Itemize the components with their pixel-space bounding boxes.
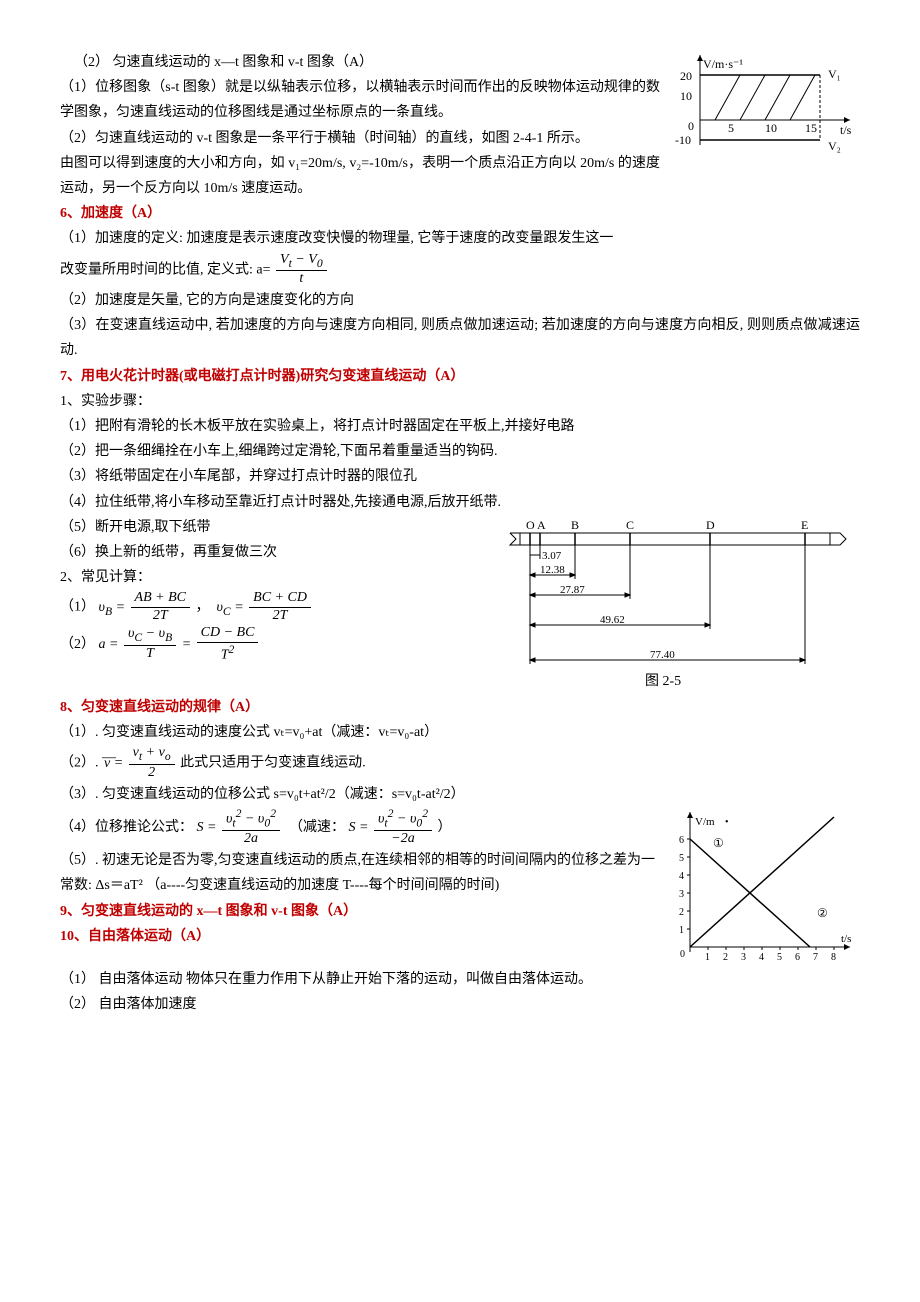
- svg-text:49.62: 49.62: [600, 614, 625, 626]
- svg-text:C: C: [626, 518, 634, 532]
- sec10-p1: （1） 自由落体运动 物体只在重力作用下从静止开始下落的运动，叫做自由落体运动。: [60, 967, 860, 992]
- svg-text:27.87: 27.87: [560, 584, 585, 596]
- svg-text:7: 7: [813, 952, 818, 963]
- sec8-p4c: ）: [438, 820, 452, 835]
- sec8-p2: （2）. — v = vt + vo2 此式只适用于匀变速直线运动.: [60, 745, 860, 782]
- svg-text:V/m: V/m: [695, 816, 715, 828]
- svg-text:V₁: V₁: [828, 67, 841, 81]
- svg-text:-10: -10: [675, 133, 691, 147]
- svg-text:12.38: 12.38: [540, 564, 565, 576]
- figure-2-5: O A B C D E 3.07 12.38 27.87 49.62 77.40…: [500, 515, 860, 695]
- svg-text:20: 20: [680, 69, 692, 83]
- sec10-p2: （2） 自由落体加速度: [60, 992, 860, 1017]
- svg-text:2: 2: [723, 952, 728, 963]
- svg-text:V₂: V₂: [828, 139, 841, 153]
- accel-formula: Vt − V0 t: [276, 252, 327, 289]
- svg-text:②: ②: [817, 906, 828, 920]
- sec8-p4a: （4）位移推论公式：: [60, 820, 193, 835]
- svg-text:1: 1: [679, 925, 684, 936]
- fig241-xlabel: t/s: [840, 123, 852, 137]
- svg-text:3: 3: [679, 889, 684, 900]
- sec8-p3: （3）. 匀变速直线运动的位移公式 s=v₀t+at²/2（减速：s=v₀t-a…: [60, 782, 860, 807]
- svg-text:15: 15: [805, 121, 817, 135]
- svg-text:10: 10: [765, 121, 777, 135]
- figure-vt: 1 2 3 4 5 6 7 8 1 2 3 4 5 6 V/m • t/s 0 ① ②: [665, 807, 860, 967]
- sec8-p1: （1）. 匀变速直线运动的速度公式 vₜ=v₀+at（减速：vₜ=v₀-at）: [60, 720, 860, 745]
- svg-text:t/s: t/s: [841, 933, 851, 945]
- svg-text:8: 8: [831, 952, 836, 963]
- svg-text:1: 1: [705, 952, 710, 963]
- svg-text:D: D: [706, 518, 715, 532]
- svg-text:4: 4: [679, 871, 684, 882]
- svg-text:O: O: [526, 518, 535, 532]
- svg-text:0: 0: [680, 949, 685, 960]
- sec7-heading: 7、用电火花计时器(或电磁打点计时器)研究匀变速直线运动（A）: [60, 364, 860, 389]
- sec7-s2: （2）把一条细绳拴在小车上,细绳跨过定滑轮,下面吊着重量适当的钩码.: [60, 439, 860, 464]
- sec8-p2b: 此式只适用于匀变速直线运动.: [180, 756, 366, 771]
- sec7-s3: （3）将纸带固定在小车尾部，并穿过打点计时器的限位孔: [60, 464, 860, 489]
- svg-text:A: A: [537, 518, 546, 532]
- svg-text:6: 6: [679, 835, 684, 846]
- svg-text:①: ①: [713, 836, 724, 850]
- svg-text:•: •: [725, 817, 729, 828]
- svg-text:6: 6: [795, 952, 800, 963]
- sec8-p4b: （减速：: [289, 820, 345, 835]
- sec6-p2: 改变量所用时间的比值, 定义式: a= Vt − V0 t: [60, 252, 860, 289]
- sec6-p3: （2）加速度是矢量, 它的方向是速度变化的方向: [60, 288, 860, 313]
- svg-text:0: 0: [688, 119, 694, 133]
- svg-text:B: B: [571, 518, 579, 532]
- sec6-heading: 6、加速度（A）: [60, 201, 860, 226]
- fig25-caption: 图 2-5: [645, 674, 681, 689]
- sec6-p1: （1）加速度的定义: 加速度是表示速度改变快慢的物理量, 它等于速度的改变量跟发…: [60, 226, 860, 251]
- calc1-pre: （1）: [60, 600, 95, 615]
- svg-text:5: 5: [679, 853, 684, 864]
- svg-text:3: 3: [741, 952, 746, 963]
- fig241-ylabel: V/m·s⁻¹: [703, 57, 743, 71]
- svg-text:5: 5: [728, 121, 734, 135]
- sec6-p4: （3）在变速直线运动中, 若加速度的方向与速度方向相同, 则质点做加速运动; 若…: [60, 313, 860, 363]
- sec7-p1: 1、实验步骤：: [60, 389, 860, 414]
- sec6-p2a: 改变量所用时间的比值, 定义式: a=: [60, 262, 271, 277]
- sec7-s4: （4）拉住纸带,将小车移动至靠近打点计时器处,先接通电源,后放开纸带.: [60, 490, 860, 515]
- svg-text:5: 5: [777, 952, 782, 963]
- sec8-heading: 8、匀变速直线运动的规律（A）: [60, 695, 860, 720]
- svg-text:3.07: 3.07: [542, 550, 562, 562]
- svg-text:2: 2: [679, 907, 684, 918]
- sec8-p2a: （2）.: [60, 756, 102, 771]
- svg-text:4: 4: [759, 952, 764, 963]
- svg-text:77.40: 77.40: [650, 649, 675, 661]
- figure-2-4-1: V/m·s⁻¹ t/s 20 10 0 -10 5 10 15 V₁ V₂: [670, 50, 860, 160]
- sec7-s1: （1）把附有滑轮的长木板平放在实验桌上，将打点计时器固定在平板上,并接好电路: [60, 414, 860, 439]
- svg-text:E: E: [801, 518, 808, 532]
- calc2-pre: （2）: [60, 637, 95, 652]
- calc1-sep: ，: [195, 600, 209, 615]
- svg-text:10: 10: [680, 89, 692, 103]
